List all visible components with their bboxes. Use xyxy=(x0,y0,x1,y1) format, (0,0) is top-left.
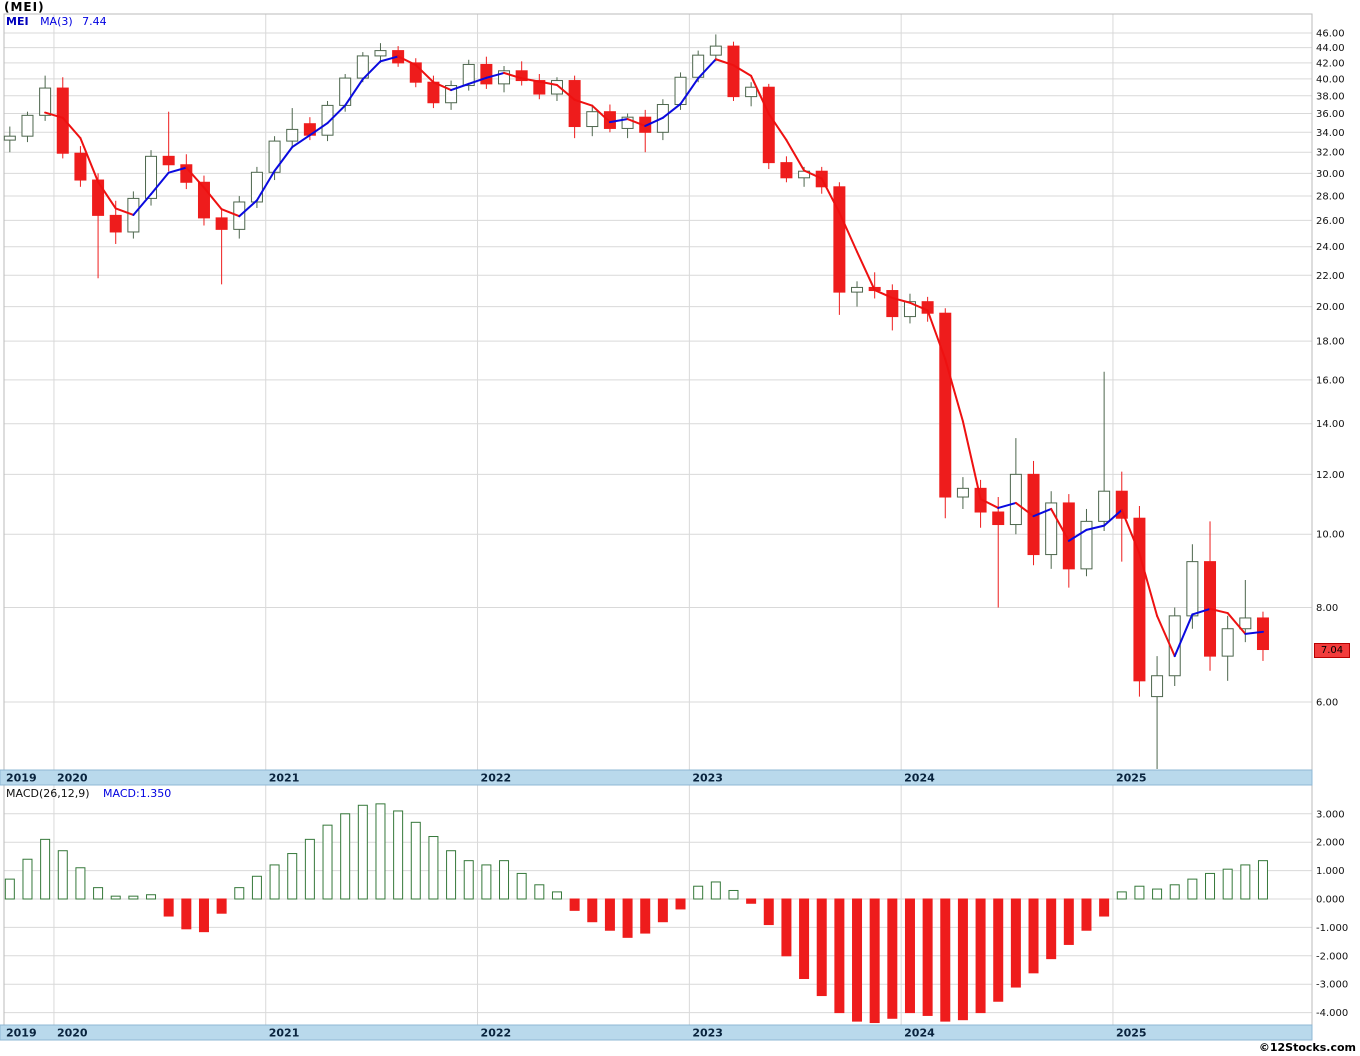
svg-text:2021: 2021 xyxy=(269,1027,300,1040)
svg-text:2024: 2024 xyxy=(904,772,935,785)
svg-text:-4.000: -4.000 xyxy=(1316,1008,1348,1019)
svg-text:2023: 2023 xyxy=(692,1027,723,1040)
svg-text:44.00: 44.00 xyxy=(1316,43,1345,54)
svg-text:46.00: 46.00 xyxy=(1316,29,1345,40)
svg-text:-3.000: -3.000 xyxy=(1316,980,1348,991)
svg-text:-2.000: -2.000 xyxy=(1316,951,1348,962)
svg-text:38.00: 38.00 xyxy=(1316,91,1345,102)
ma-value: 7.44 xyxy=(82,15,107,28)
svg-text:24.00: 24.00 xyxy=(1316,242,1345,253)
svg-text:2023: 2023 xyxy=(692,772,723,785)
svg-text:1.000: 1.000 xyxy=(1316,866,1345,877)
svg-text:2020: 2020 xyxy=(57,1027,88,1040)
svg-text:2021: 2021 xyxy=(269,772,300,785)
svg-text:32.00: 32.00 xyxy=(1316,148,1345,159)
svg-text:14.00: 14.00 xyxy=(1316,419,1345,430)
svg-text:42.00: 42.00 xyxy=(1316,58,1345,69)
svg-text:2019: 2019 xyxy=(6,1027,37,1040)
svg-text:3.000: 3.000 xyxy=(1316,809,1345,820)
svg-text:16.00: 16.00 xyxy=(1316,375,1345,386)
svg-text:2025: 2025 xyxy=(1116,1027,1147,1040)
watermark: ©12Stocks.com xyxy=(1258,1041,1356,1054)
macd-legend: MACD(26,12,9) MACD:1.350 xyxy=(6,787,171,800)
chart-title: (MEI) xyxy=(4,0,45,14)
svg-text:20.00: 20.00 xyxy=(1316,302,1345,313)
svg-text:26.00: 26.00 xyxy=(1316,216,1345,227)
svg-text:30.00: 30.00 xyxy=(1316,169,1345,180)
svg-text:40.00: 40.00 xyxy=(1316,74,1345,85)
svg-text:36.00: 36.00 xyxy=(1316,109,1345,120)
svg-text:34.00: 34.00 xyxy=(1316,128,1345,139)
svg-text:0.000: 0.000 xyxy=(1316,895,1345,906)
macd-params-label: MACD(26,12,9) xyxy=(6,787,90,800)
svg-text:2019: 2019 xyxy=(6,772,37,785)
macd-value-label: MACD:1.350 xyxy=(103,787,172,800)
main-legend: MEI MA(3) 7.44 xyxy=(6,15,107,28)
svg-text:-1.000: -1.000 xyxy=(1316,923,1348,934)
svg-text:12.00: 12.00 xyxy=(1316,470,1345,481)
svg-text:2020: 2020 xyxy=(57,772,88,785)
svg-text:2024: 2024 xyxy=(904,1027,935,1040)
ma-label: MA(3) xyxy=(40,15,73,28)
svg-text:6.00: 6.00 xyxy=(1316,698,1338,709)
symbol-label: MEI xyxy=(6,15,29,28)
svg-text:2.000: 2.000 xyxy=(1316,838,1345,849)
current-price-tag: 7.04 xyxy=(1314,642,1350,658)
svg-text:2022: 2022 xyxy=(481,772,512,785)
svg-text:18.00: 18.00 xyxy=(1316,337,1345,348)
svg-text:28.00: 28.00 xyxy=(1316,192,1345,203)
svg-text:22.00: 22.00 xyxy=(1316,271,1345,282)
svg-text:2022: 2022 xyxy=(481,1027,512,1040)
svg-text:8.00: 8.00 xyxy=(1316,603,1338,614)
svg-text:2025: 2025 xyxy=(1116,772,1147,785)
svg-text:10.00: 10.00 xyxy=(1316,530,1345,541)
